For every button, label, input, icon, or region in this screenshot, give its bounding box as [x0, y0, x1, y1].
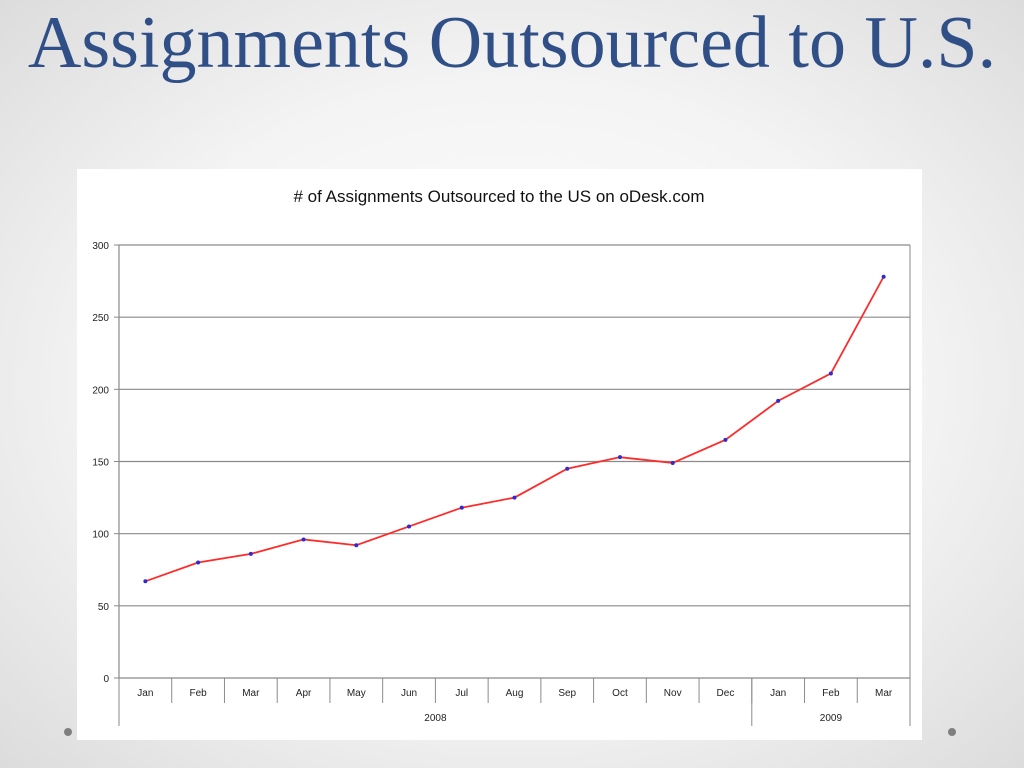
data-point: [459, 505, 464, 510]
x-tick-label: Feb: [822, 688, 840, 699]
y-tick-label: 100: [92, 530, 109, 541]
gridlines: [119, 244, 910, 679]
data-point: [512, 495, 517, 500]
slide-title: Assignments Outsourced to U.S.: [27, 2, 997, 84]
y-tick-label: 250: [92, 313, 109, 324]
left-decorative-dot: [64, 728, 72, 736]
data-point: [881, 274, 886, 279]
chart-panel: # of Assignments Outsourced to the US on…: [77, 169, 922, 740]
data-point: [723, 437, 728, 442]
data-point: [143, 579, 148, 584]
data-point: [565, 466, 570, 471]
right-decorative-dot: [948, 728, 956, 736]
x-tick-label: May: [347, 688, 366, 699]
data-point: [617, 455, 622, 460]
x-tick-label: Dec: [717, 688, 735, 699]
x-tick-label: Sep: [558, 688, 576, 699]
y-tick-label: 200: [92, 385, 109, 396]
year-group-label: 2009: [820, 713, 843, 724]
x-tick-label: Jun: [401, 688, 417, 699]
axes: 0 50 100 150 200 250 300 Jan Feb Mar Apr May Jun Jul A…: [92, 241, 911, 726]
chart-title: # of Assignments Outsourced to the US on…: [293, 187, 704, 206]
line-chart: # of Assignments Outsourced to the US on…: [92, 187, 911, 726]
data-point: [354, 543, 359, 548]
data-point: [301, 537, 306, 542]
x-tick-label: Apr: [296, 688, 312, 699]
x-tick-label: Nov: [664, 688, 682, 699]
x-tick-label: Jan: [137, 688, 153, 699]
x-tick-label: Mar: [242, 688, 260, 699]
x-tick-label: Jul: [455, 688, 468, 699]
y-tick-label: 300: [92, 241, 109, 252]
x-tick-label: Jan: [770, 688, 786, 699]
y-tick-label: 50: [98, 602, 110, 613]
data-point: [248, 551, 253, 556]
y-tick-label: 150: [92, 458, 109, 469]
data-point: [196, 560, 201, 565]
y-tick-label: 0: [103, 674, 109, 685]
data-point: [776, 398, 781, 403]
data-point: [407, 524, 412, 529]
x-tick-label: Mar: [875, 688, 893, 699]
x-tick-label: Aug: [506, 688, 524, 699]
series: [143, 274, 886, 584]
x-tick-label: Oct: [612, 688, 628, 699]
data-point: [670, 460, 675, 465]
x-tick-label: Feb: [189, 688, 207, 699]
series-line: [145, 276, 885, 583]
year-group-label: 2008: [424, 713, 447, 724]
data-point: [828, 371, 833, 376]
